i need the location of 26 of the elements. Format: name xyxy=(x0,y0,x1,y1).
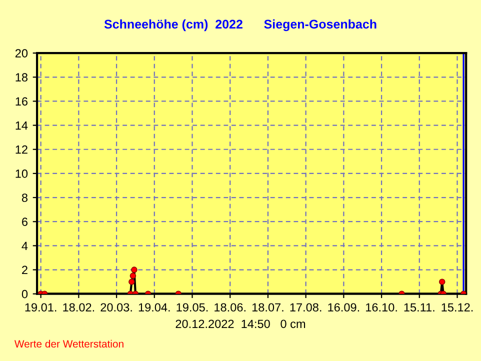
y-tick-label: 10 xyxy=(16,169,28,178)
x-tick-label: 15.12. xyxy=(442,303,473,312)
x-tick-label: 19.05. xyxy=(176,303,208,312)
chart-title: Schneehöhe (cm) 2022 Siegen-Gosenbach xyxy=(104,19,376,32)
y-tick-label: 20 xyxy=(15,49,28,58)
x-tick-label: 19.04. xyxy=(138,303,170,312)
x-tick-label: 18.06. xyxy=(214,303,246,312)
x-tick-label: 16.10. xyxy=(366,303,397,312)
y-tick-label: 0 xyxy=(22,290,28,298)
x-tick-label: 18.07. xyxy=(252,303,284,312)
x-tick-label: 17.08. xyxy=(290,303,322,312)
x-tick-label: 19.01. xyxy=(25,303,56,312)
text: Werte der Wetterstation xyxy=(14,340,124,348)
y-tick-label: 4 xyxy=(22,242,28,250)
y-tick-label: 8 xyxy=(22,194,28,202)
x-tick-label: 20.03. xyxy=(100,303,132,312)
y-tick-label: 2 xyxy=(22,266,28,274)
text: 20.12.2022 14:50 0 cm xyxy=(176,320,306,328)
x-tick-label: 18.02. xyxy=(63,303,94,312)
x-tick-label: 16.09. xyxy=(328,303,360,312)
y-tick-label: 6 xyxy=(22,218,28,226)
y-tick-label: 16 xyxy=(16,97,28,106)
y-tick-label: 12 xyxy=(16,145,28,154)
y-tick-label: 14 xyxy=(16,121,28,130)
x-tick-label: 15.11. xyxy=(404,303,434,312)
y-tick-label: 18 xyxy=(16,73,28,82)
